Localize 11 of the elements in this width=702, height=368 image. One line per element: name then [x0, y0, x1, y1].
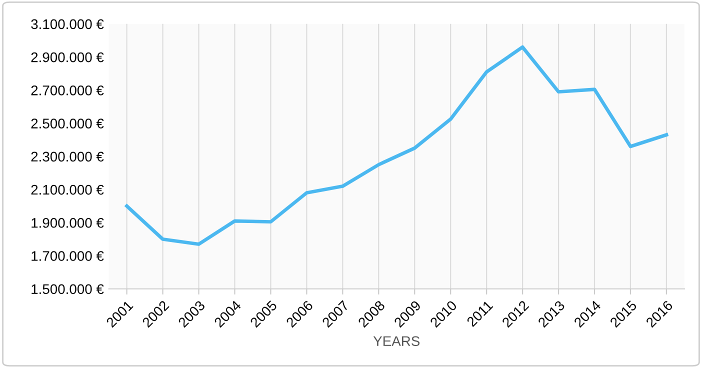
- y-tick-label: 2.100.000 €: [31, 184, 104, 195]
- x-axis-title: YEARS: [373, 336, 420, 346]
- y-tick-label: 3.100.000 €: [31, 19, 104, 30]
- line-series: [125, 45, 668, 246]
- y-tick-label: 2.900.000 €: [31, 52, 104, 62]
- y-tick-label: 1.900.000 €: [32, 218, 104, 228]
- y-tick-label: 1.500.000 €: [32, 284, 104, 294]
- y-tick-label: 2.700.000 €: [31, 85, 104, 96]
- y-tick-label: 1.700.000 €: [32, 251, 104, 261]
- y-tick-label: 2.300.000 €: [31, 152, 104, 162]
- y-tick-label: 2.500.000 €: [31, 118, 104, 128]
